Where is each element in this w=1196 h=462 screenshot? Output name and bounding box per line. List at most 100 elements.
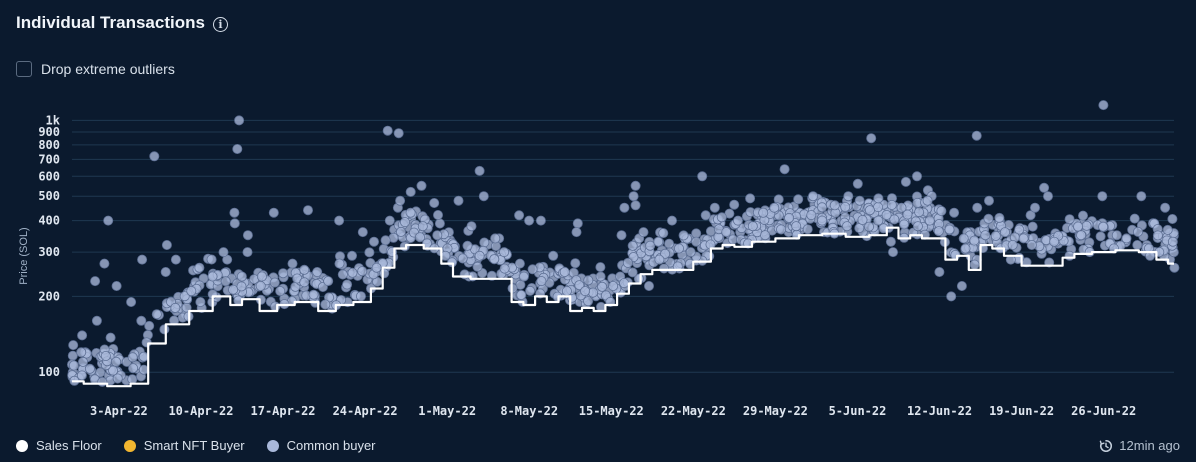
common-buyer-point	[357, 266, 368, 277]
common-buyer-point	[112, 373, 123, 384]
y-tick-label: 900	[38, 125, 60, 139]
common-buyer-point	[535, 215, 546, 226]
common-buyer-point	[77, 330, 88, 341]
common-buyer-point	[236, 271, 247, 282]
common-buyer-point	[149, 151, 160, 162]
common-buyer-point	[268, 207, 279, 218]
common-buyer-point	[944, 224, 955, 235]
common-buyer-point	[1121, 233, 1132, 244]
common-buyer-point	[936, 206, 947, 217]
common-buyer-point	[628, 191, 639, 202]
common-buyer-point	[912, 221, 923, 232]
common-buyer-point	[597, 281, 608, 292]
common-buyer-point	[490, 233, 501, 244]
common-buyer-point	[616, 230, 627, 241]
common-buyer-point	[924, 215, 935, 226]
drop-outliers-checkbox[interactable]	[16, 61, 32, 77]
common-buyer-point	[380, 235, 391, 246]
common-buyer-point	[516, 289, 527, 300]
common-buyer-point	[105, 332, 116, 343]
common-buyer-point	[236, 281, 247, 292]
common-buyer-point	[886, 200, 897, 211]
common-buyer-point	[453, 195, 464, 206]
common-buyer-point	[1167, 236, 1178, 247]
common-buyer-point	[462, 240, 473, 251]
common-buyer-points	[67, 100, 1180, 387]
common-buyer-point	[733, 215, 744, 226]
common-buyer-point	[136, 315, 147, 326]
common-buyer-point	[144, 320, 155, 331]
common-buyer-point	[414, 232, 425, 243]
common-buyer-point	[638, 227, 649, 238]
common-buyer-point	[395, 226, 406, 237]
legend-item-sales-floor[interactable]: Sales Floor	[16, 438, 102, 453]
info-icon[interactable]: i	[212, 16, 228, 32]
common-buyer-point	[843, 191, 854, 202]
common-buyer-point	[779, 164, 790, 175]
legend-item-smart-buyer[interactable]: Smart NFT Buyer	[123, 438, 245, 453]
common-buyer-point	[1000, 227, 1011, 238]
common-buyer-point	[691, 228, 702, 239]
common-buyer-point	[1018, 233, 1029, 244]
y-tick-label: 700	[38, 152, 60, 166]
common-buyer-point	[854, 195, 865, 206]
common-buyer-point	[337, 269, 348, 280]
common-buyer-point	[1133, 226, 1144, 237]
common-buyer-point	[595, 271, 606, 282]
common-buyer-point	[1043, 191, 1054, 202]
common-buyer-point	[220, 276, 231, 287]
common-buyer-point	[971, 130, 982, 141]
common-buyer-point	[228, 284, 239, 295]
common-buyer-point	[990, 230, 1001, 241]
common-buyer-point	[384, 215, 395, 226]
common-buyer-point	[474, 165, 485, 176]
common-buyer-point	[399, 241, 410, 252]
common-buyer-point	[654, 254, 665, 265]
common-buyer-point	[432, 210, 443, 221]
common-buyer-point	[466, 221, 477, 232]
common-buyer-point	[791, 221, 802, 232]
common-buyer-point	[760, 230, 771, 241]
common-buyer-point	[729, 199, 740, 210]
common-buyer-point	[808, 191, 819, 202]
common-buyer-point	[946, 291, 957, 302]
common-buyer-point	[956, 280, 967, 291]
common-buyer-point	[218, 247, 229, 258]
y-tick-label: 600	[38, 169, 60, 183]
common-buyer-point	[619, 202, 630, 213]
legend-item-common-buyer[interactable]: Common buyer	[266, 438, 376, 453]
common-buyer-point	[984, 195, 995, 206]
common-buyer-point	[806, 210, 817, 221]
common-buyer-point	[234, 115, 245, 126]
common-buyer-point	[1098, 100, 1109, 111]
y-tick-label: 200	[38, 289, 60, 303]
drop-outliers-toggle[interactable]: Drop extreme outliers	[16, 61, 175, 77]
common-buyer-point	[269, 277, 280, 288]
common-buyer-point	[270, 301, 281, 312]
common-buyer-point	[160, 266, 171, 277]
common-buyer-point	[659, 263, 670, 274]
common-buyer-point	[457, 253, 468, 264]
common-buyer-point	[67, 350, 78, 361]
common-buyer-point	[899, 219, 910, 230]
common-buyer-point	[709, 202, 720, 213]
common-buyer-point	[700, 210, 711, 221]
common-buyer-point	[561, 286, 572, 297]
common-buyer-point	[479, 237, 490, 248]
common-buyer-point	[829, 200, 840, 211]
common-buyer-point	[758, 207, 769, 218]
common-buyer-point	[784, 212, 795, 223]
common-buyer-point	[622, 257, 633, 268]
common-buyer-point	[111, 280, 122, 291]
common-buyer-point	[478, 191, 489, 202]
common-buyer-point	[1162, 224, 1173, 235]
common-buyer-point	[395, 195, 406, 206]
common-buyer-point	[776, 224, 787, 235]
common-buyer-point	[302, 205, 313, 216]
common-buyer-point	[459, 269, 470, 280]
common-buyer-point	[432, 230, 443, 241]
common-buyer-point	[667, 215, 678, 226]
common-buyer-point	[499, 247, 510, 258]
common-buyer-point	[697, 171, 708, 182]
